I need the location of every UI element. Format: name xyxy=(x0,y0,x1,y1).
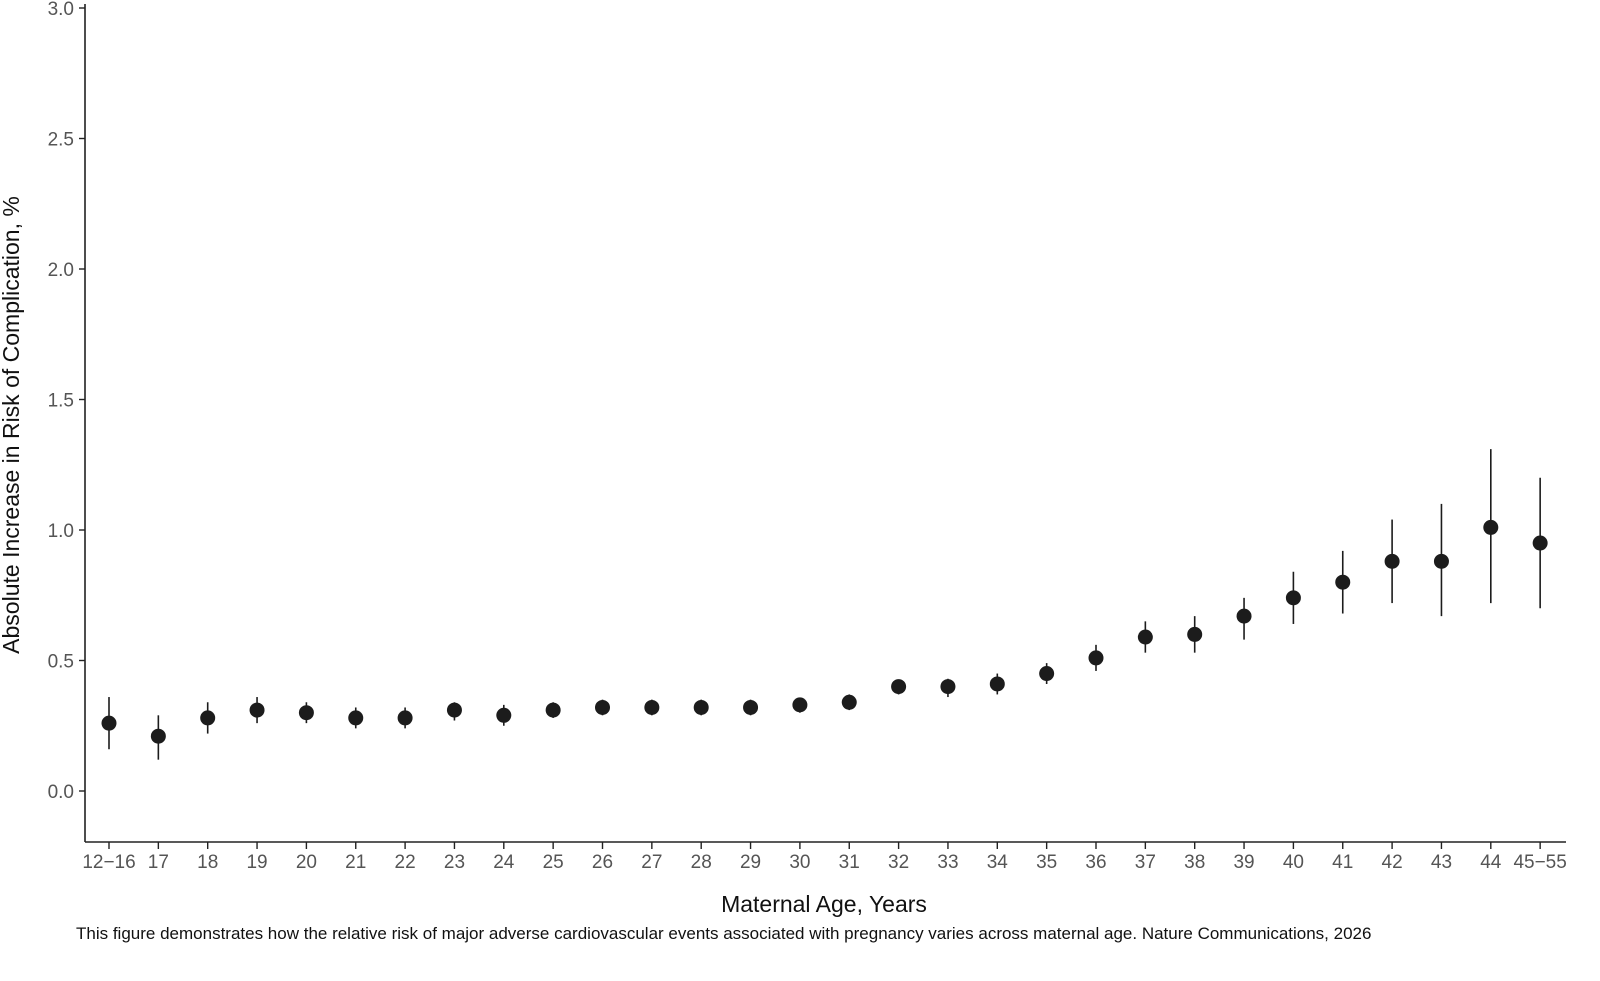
data-point xyxy=(1137,629,1153,645)
data-point xyxy=(348,710,364,726)
data-point xyxy=(1187,626,1203,642)
x-tick-label: 20 xyxy=(296,852,317,873)
data-point xyxy=(940,679,956,695)
x-tick-label: 44 xyxy=(1480,852,1502,873)
y-tick-label: 0.5 xyxy=(48,652,74,673)
data-point xyxy=(249,702,265,718)
data-point xyxy=(1433,553,1449,569)
x-tick-label: 28 xyxy=(691,852,712,873)
x-tick-label: 34 xyxy=(987,852,1009,873)
y-axis-title: Absolute Increase in Risk of Complicatio… xyxy=(0,196,24,654)
x-tick-label: 23 xyxy=(444,852,465,873)
data-point xyxy=(792,697,808,713)
y-axis: 0.0 0.5 1.0 1.5 2.0 2.5 3.0 xyxy=(48,0,86,842)
x-tick-label: 32 xyxy=(888,852,909,873)
data-point xyxy=(150,728,166,744)
x-tick-label: 37 xyxy=(1135,852,1156,873)
x-tick-label: 40 xyxy=(1283,852,1304,873)
data-point xyxy=(595,699,610,715)
data-point xyxy=(1039,666,1055,682)
y-tick-label: 1.5 xyxy=(48,391,74,412)
x-tick-label: 17 xyxy=(148,852,169,873)
y-tick-label: 1.0 xyxy=(48,521,74,542)
x-tick-label: 26 xyxy=(592,852,613,873)
x-tick-label: 41 xyxy=(1332,852,1353,873)
data-point xyxy=(1088,650,1104,666)
x-tick-label: 12−16 xyxy=(82,852,135,873)
data-point xyxy=(496,707,512,723)
x-tick-label: 43 xyxy=(1431,852,1452,873)
data-point xyxy=(644,699,660,715)
data-point xyxy=(1236,608,1252,624)
x-tick-label: 24 xyxy=(493,852,515,873)
y-tick-label: 2.5 xyxy=(48,130,74,151)
data-point xyxy=(891,679,907,695)
figure-caption: This figure demonstrates how the relativ… xyxy=(76,924,1372,943)
data-point xyxy=(693,699,709,715)
data-point xyxy=(200,710,216,726)
x-tick-label: 33 xyxy=(937,852,958,873)
data-point xyxy=(1335,574,1351,590)
x-axis-title: Maternal Age, Years xyxy=(721,891,927,917)
data-point xyxy=(989,676,1005,692)
x-tick-label: 35 xyxy=(1036,852,1057,873)
x-tick-label: 21 xyxy=(345,852,366,873)
y-tick-label: 3.0 xyxy=(48,0,74,20)
x-tick-label: 18 xyxy=(197,852,218,873)
data-point xyxy=(397,710,413,726)
data-point xyxy=(841,694,857,710)
y-tick-label: 2.0 xyxy=(48,260,74,281)
data-point xyxy=(1285,590,1301,606)
x-tick-label: 42 xyxy=(1382,852,1403,873)
data-point xyxy=(101,715,117,731)
x-tick-label: 29 xyxy=(740,852,761,873)
data-point xyxy=(1483,519,1499,535)
x-tick-label: 27 xyxy=(641,852,662,873)
data-point xyxy=(743,699,759,715)
x-tick-label: 19 xyxy=(246,852,267,873)
x-tick-label: 22 xyxy=(395,852,416,873)
data-point xyxy=(545,702,561,718)
x-tick-label: 45−55 xyxy=(1513,852,1566,873)
data-point xyxy=(446,702,462,718)
y-tick-label: 0.0 xyxy=(48,782,74,803)
x-tick-label: 36 xyxy=(1085,852,1106,873)
x-tick-label: 30 xyxy=(789,852,810,873)
x-axis: 12−16 17 18 19 20 21 22 23 24 25 26 27 28 29 30 31 32 33 3… xyxy=(82,841,1567,873)
data-point xyxy=(1532,535,1548,551)
x-tick-label: 39 xyxy=(1233,852,1254,873)
data-point xyxy=(1384,553,1400,569)
x-tick-label: 25 xyxy=(543,852,564,873)
x-tick-label: 38 xyxy=(1184,852,1205,873)
data-point xyxy=(298,705,314,721)
x-tick-label: 31 xyxy=(839,852,860,873)
plot-marks xyxy=(101,449,1548,760)
